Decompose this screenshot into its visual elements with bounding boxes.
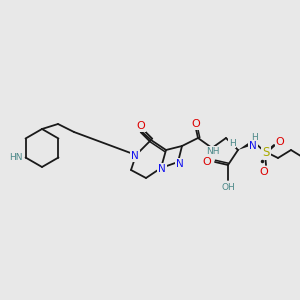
Text: HN: HN: [9, 153, 22, 162]
Text: N: N: [176, 159, 184, 169]
Text: N: N: [158, 164, 166, 174]
Text: N: N: [249, 141, 257, 151]
Text: NH: NH: [206, 146, 220, 155]
Text: S: S: [262, 146, 270, 160]
Text: O: O: [260, 167, 268, 177]
Text: O: O: [276, 137, 284, 147]
Text: N: N: [131, 151, 139, 161]
Text: N: N: [176, 159, 184, 169]
Text: N: N: [158, 164, 166, 174]
Text: O: O: [136, 121, 146, 131]
Text: N: N: [131, 151, 139, 161]
Text: O: O: [202, 157, 211, 167]
Polygon shape: [238, 140, 255, 150]
Text: H: H: [252, 133, 258, 142]
Text: OH: OH: [221, 182, 235, 191]
Text: H: H: [229, 139, 236, 148]
Text: O: O: [192, 119, 200, 129]
